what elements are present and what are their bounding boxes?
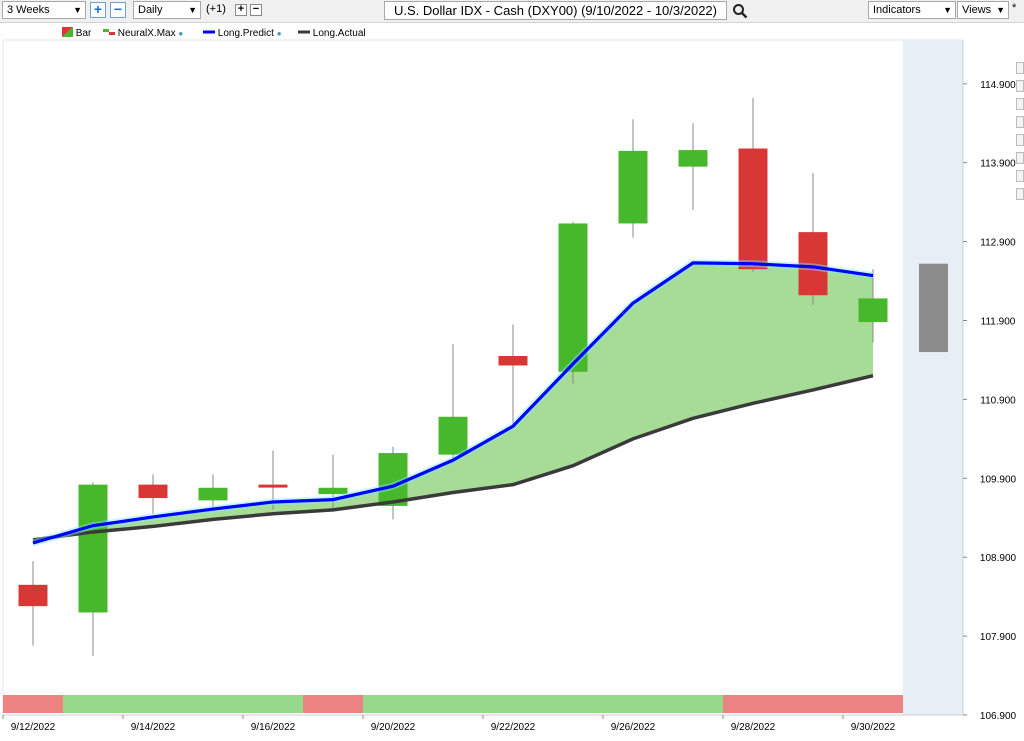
x-tick-label: 9/28/2022 <box>731 722 776 733</box>
legend-label-long-predict: Long.Predict <box>217 28 274 39</box>
candle-up <box>858 298 888 323</box>
candle-down <box>258 484 288 488</box>
indicators-dropdown-label: Indicators <box>873 4 921 16</box>
candle-down <box>498 356 528 366</box>
legend-dot-icon: ● <box>178 29 184 38</box>
x-tick-label: 9/12/2022 <box>11 722 56 733</box>
scroll-tab[interactable] <box>1016 62 1024 74</box>
scroll-tab[interactable] <box>1016 188 1024 200</box>
candle-down <box>138 484 168 499</box>
x-tick-label: 9/22/2022 <box>491 722 536 733</box>
range-select-value: 3 Weeks <box>7 4 50 16</box>
candle-up <box>618 150 648 224</box>
predict-actual-fill <box>33 262 873 543</box>
signal-segment-down <box>3 695 63 713</box>
y-tick-label: 106.900 <box>980 711 1017 722</box>
x-tick-label: 9/20/2022 <box>371 722 416 733</box>
scroll-tab[interactable] <box>1016 116 1024 128</box>
candle-up <box>558 223 588 372</box>
y-tick-label: 109.900 <box>980 474 1017 485</box>
x-tick-label: 9/16/2022 <box>251 722 296 733</box>
x-tick-label: 9/14/2022 <box>131 722 176 733</box>
indicators-dropdown[interactable]: Indicators ▼ <box>868 1 956 19</box>
symbol-title-field[interactable]: U.S. Dollar IDX - Cash (DXY00) (9/10/202… <box>384 1 727 20</box>
zoom-out-button[interactable]: − <box>110 2 126 18</box>
x-tick-label: 9/26/2022 <box>611 722 656 733</box>
x-tick-label: 9/30/2022 <box>851 722 896 733</box>
y-tick-label: 107.900 <box>980 632 1017 643</box>
y-tick-label: 114.900 <box>980 80 1016 91</box>
legend-item-long-predict: Long.Predict ● <box>203 27 282 40</box>
chevron-down-icon: ▼ <box>73 5 82 15</box>
y-tick-label: 112.900 <box>980 238 1016 249</box>
signal-segment-up <box>363 695 723 713</box>
long-actual-line <box>32 374 874 542</box>
step-plus-button[interactable]: + <box>235 4 247 16</box>
toolbar: 3 Weeks ▼ + − Daily ▼ (+1) + − U.S. Doll… <box>0 0 1024 23</box>
candle-up <box>378 453 408 506</box>
signal-segment-down <box>723 695 903 713</box>
candle-down <box>738 148 768 270</box>
signal-segment-up <box>63 695 303 713</box>
line-icon <box>203 30 215 34</box>
interval-select[interactable]: Daily ▼ <box>133 1 201 19</box>
range-select[interactable]: 3 Weeks ▼ <box>2 1 86 19</box>
legend-dot-icon: ● <box>276 29 282 38</box>
step-minus-button[interactable]: − <box>250 4 262 16</box>
scroll-tab[interactable] <box>1016 98 1024 110</box>
scroll-tab[interactable] <box>1016 134 1024 146</box>
y-tick-label: 110.900 <box>980 395 1016 406</box>
views-star: * <box>1012 2 1017 14</box>
legend-item-bar: Bar <box>62 27 91 40</box>
chevron-down-icon: ▼ <box>996 5 1005 15</box>
neuralx-icon <box>103 29 115 35</box>
interval-select-value: Daily <box>138 4 163 16</box>
line-icon <box>298 30 310 34</box>
scroll-tab[interactable] <box>1016 170 1024 182</box>
y-tick-label: 111.900 <box>981 317 1016 328</box>
candle-down <box>798 232 828 296</box>
zoom-in-button[interactable]: + <box>90 2 106 18</box>
scroll-tab[interactable] <box>1016 80 1024 92</box>
scroll-tab[interactable] <box>1016 152 1024 164</box>
legend-label-long-actual: Long.Actual <box>312 28 366 39</box>
views-dropdown-label: Views <box>962 4 992 16</box>
candle-up <box>318 487 348 495</box>
chevron-down-icon: ▼ <box>943 5 952 15</box>
long-predict-line <box>32 261 874 545</box>
legend-item-neuralx: NeuralX.Max ● <box>103 27 183 40</box>
views-dropdown[interactable]: Views ▼ <box>957 1 1009 19</box>
y-tick-label: 113.900 <box>980 159 1016 170</box>
candle-down <box>18 584 48 607</box>
candle-up <box>438 416 468 455</box>
projection-zone <box>903 40 963 715</box>
signal-segment-down <box>303 695 363 713</box>
chevron-down-icon: ▼ <box>188 5 197 15</box>
side-scrollbar[interactable] <box>1016 62 1024 206</box>
offset-label: (+1) <box>206 3 226 15</box>
legend-item-long-actual: Long.Actual <box>298 27 366 40</box>
legend-label-bar: Bar <box>75 28 92 39</box>
candle-up <box>78 484 108 613</box>
candle-up <box>198 487 228 501</box>
projection-box <box>919 263 948 353</box>
y-tick-label: 108.900 <box>980 553 1017 564</box>
candle-up <box>678 150 708 167</box>
legend-label-neuralx: NeuralX.Max <box>117 28 176 39</box>
search-icon[interactable] <box>732 3 748 19</box>
bar-icon <box>62 27 73 37</box>
